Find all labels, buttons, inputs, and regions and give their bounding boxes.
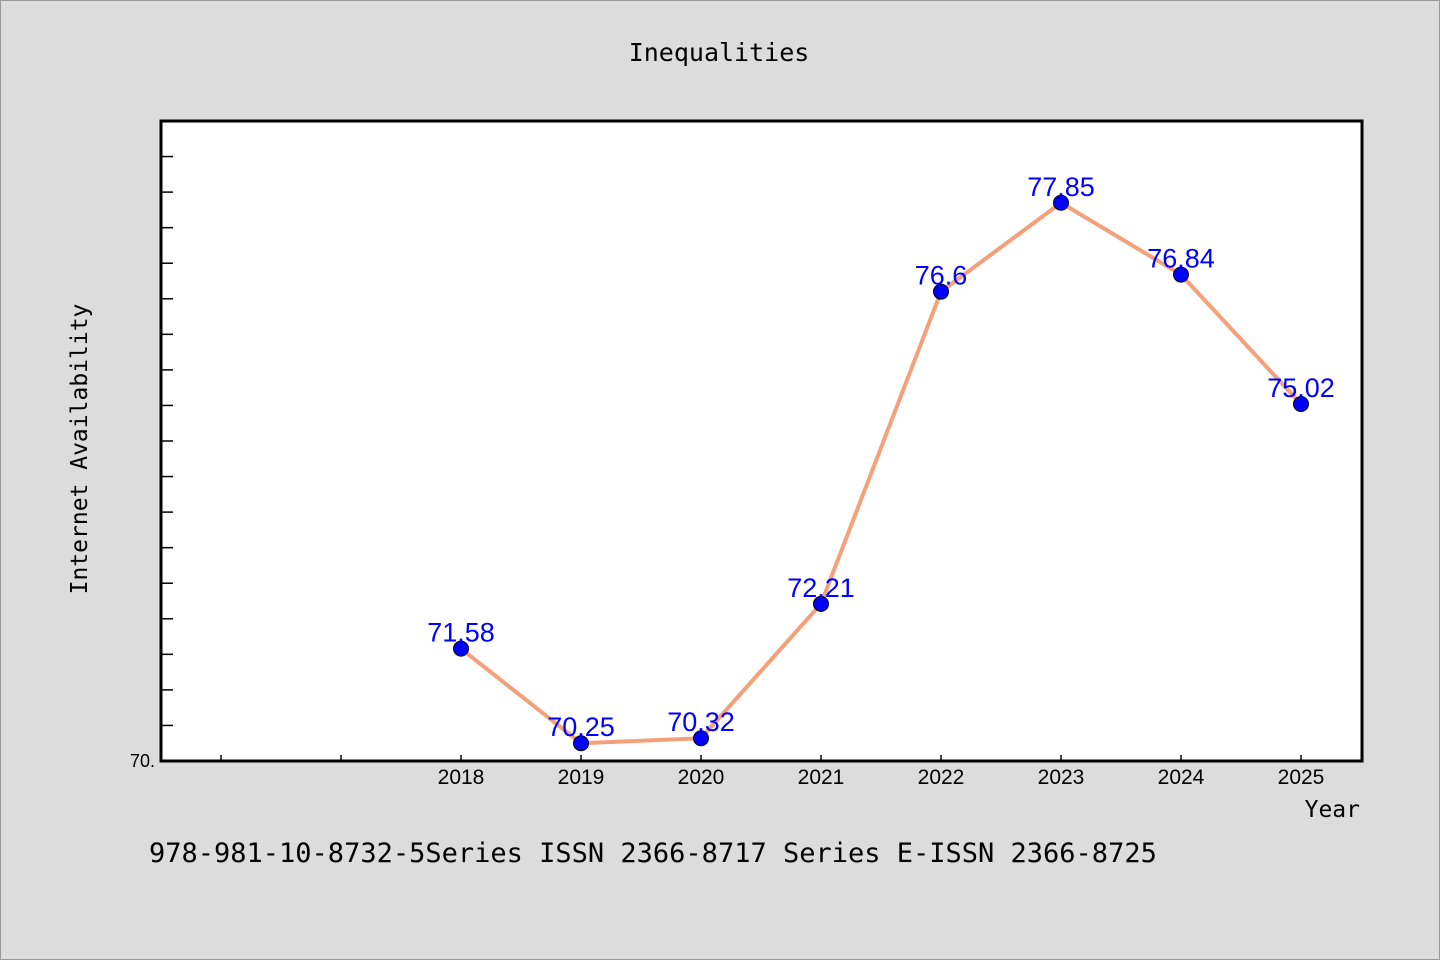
x-tick-label: 2025 <box>1278 766 1325 789</box>
x-tick-label: 2020 <box>678 766 725 789</box>
x-tick-label: 2022 <box>918 766 965 789</box>
series-layer: 71.58 70.25 70.32 72.21 76.6 77.85 76.84 75.02 <box>427 172 1335 752</box>
x-tick-label: 2023 <box>1038 766 1085 789</box>
data-label: 77.85 <box>1027 172 1095 202</box>
x-axis-label: Year <box>1305 797 1360 823</box>
x-tick-label: 2021 <box>798 766 845 789</box>
x-axis-tick-labels: 2018 2019 2020 2021 2022 2023 2024 2025 <box>438 766 1325 789</box>
data-point <box>693 730 709 747</box>
data-point <box>573 735 589 752</box>
x-tick-label: 2024 <box>1158 766 1205 789</box>
data-label: 70.25 <box>547 712 615 742</box>
data-point <box>1293 396 1309 413</box>
footer-text: 978-981-10-8732-5Series ISSN 2366-8717 S… <box>149 838 1157 869</box>
data-point <box>453 640 469 657</box>
data-label: 76.84 <box>1147 244 1215 274</box>
x-axis-ticks <box>220 755 1302 761</box>
data-label: 72.21 <box>787 573 855 603</box>
data-point <box>813 595 829 612</box>
y-axis-label: Internet Availability <box>67 304 93 595</box>
data-point <box>1173 266 1189 283</box>
x-tick-label: 2019 <box>558 766 605 789</box>
plot-area <box>159 119 1364 763</box>
data-label: 70.32 <box>667 707 735 737</box>
chart-title: Inequalities <box>629 38 810 67</box>
series-line <box>459 200 1303 746</box>
data-label: 75.02 <box>1267 373 1335 403</box>
x-tick-label: 2018 <box>438 766 485 789</box>
y-axis-ticks <box>161 155 173 727</box>
data-label: 76.6 <box>915 261 968 291</box>
data-point <box>1053 194 1069 211</box>
y-tick-label: 70. <box>130 751 155 771</box>
data-point <box>933 283 949 300</box>
data-label: 71.58 <box>427 618 495 648</box>
